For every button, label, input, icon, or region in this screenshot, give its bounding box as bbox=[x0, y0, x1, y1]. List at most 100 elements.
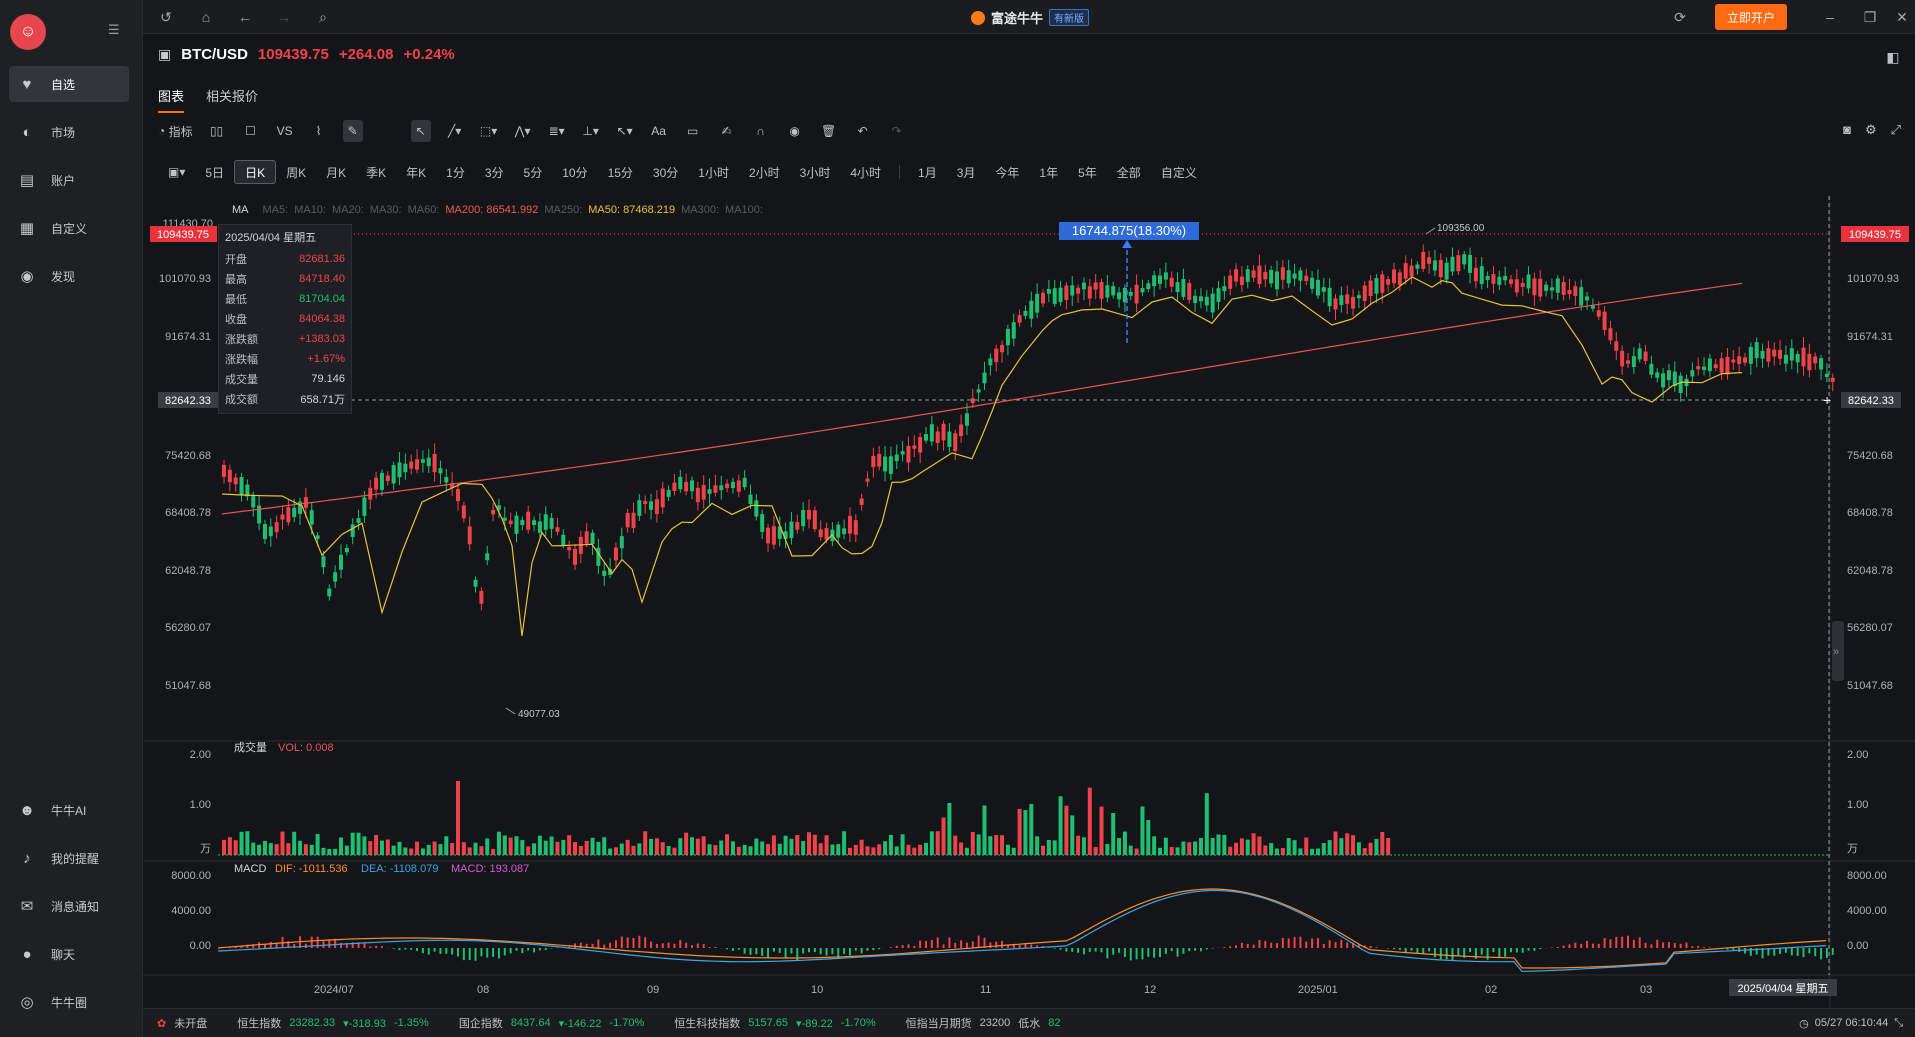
shape-tool-icon[interactable]: ⬚▾ bbox=[479, 124, 498, 138]
macd-bar bbox=[568, 946, 571, 948]
arrow-tool-icon[interactable]: ↖▾ bbox=[616, 124, 633, 138]
tab-chart[interactable]: 图表 bbox=[158, 86, 185, 113]
candle bbox=[321, 556, 326, 568]
macd-bar bbox=[1082, 948, 1085, 955]
candle bbox=[1339, 295, 1344, 305]
sidebar-item-chat[interactable]: ● 聊天 bbox=[9, 936, 129, 972]
period-5m[interactable]: 5分 bbox=[523, 165, 543, 180]
indicator-button[interactable]: ◔ 指标 bbox=[158, 124, 193, 139]
text-tool[interactable]: Aa bbox=[651, 124, 666, 138]
panel-toggle-icon[interactable]: ◧ bbox=[1886, 48, 1900, 65]
collapse-sidebar-icon[interactable]: ☰ bbox=[108, 22, 120, 37]
macd-tick: 8000.00 bbox=[171, 870, 211, 882]
back-icon[interactable]: ← bbox=[238, 9, 252, 25]
macd-bar bbox=[1586, 940, 1589, 948]
period-4h[interactable]: 4小时 bbox=[850, 165, 882, 180]
fullscreen-icon[interactable]: ⤢ bbox=[1890, 122, 1901, 137]
period-15m[interactable]: 15分 bbox=[607, 165, 633, 180]
sidebar-item-community[interactable]: ◎ 牛牛圈 bbox=[9, 984, 129, 1020]
pen-icon[interactable]: ✎ bbox=[342, 120, 363, 142]
sidebar-item-reminders[interactable]: ♪ 我的提醒 bbox=[9, 840, 129, 876]
range-1mo[interactable]: 1月 bbox=[918, 165, 937, 180]
macd-bar bbox=[468, 948, 471, 960]
period-10m[interactable]: 10分 bbox=[562, 165, 588, 180]
range-ytd[interactable]: 今年 bbox=[995, 165, 1020, 180]
maximize-icon[interactable]: ❐ bbox=[1863, 8, 1877, 25]
chart-type-icon[interactable]: ⌇ bbox=[315, 124, 322, 138]
sidebar-item-ai[interactable]: ☻ 牛牛AI bbox=[9, 792, 129, 828]
period-daily[interactable]: 日K bbox=[234, 160, 277, 184]
home-icon[interactable]: ⌂ bbox=[201, 9, 211, 25]
symbol-icon[interactable]: ▣ bbox=[158, 46, 172, 62]
range-3mo[interactable]: 3月 bbox=[956, 165, 976, 180]
line-tool-icon[interactable]: ╱▾ bbox=[447, 124, 462, 138]
period-5d[interactable]: 5日 bbox=[205, 165, 225, 180]
pattern-tool-icon[interactable]: ⋀▾ bbox=[514, 124, 531, 138]
settings-icon[interactable]: ⚙ bbox=[1864, 122, 1877, 137]
index-name[interactable]: 恒生指数 bbox=[237, 1018, 282, 1030]
volume-bar bbox=[514, 836, 519, 855]
sidebar-item-notifications[interactable]: ✉ 消息通知 bbox=[9, 888, 129, 924]
period-quarterly[interactable]: 季K bbox=[366, 165, 387, 180]
minimize-icon[interactable]: – bbox=[1826, 9, 1834, 25]
side-panel-handle[interactable] bbox=[1832, 621, 1844, 681]
macd-bar bbox=[1270, 942, 1273, 948]
candle-style-icon[interactable]: ▯▯ bbox=[210, 124, 224, 138]
period-yearly[interactable]: 年K bbox=[406, 165, 427, 180]
ma-legend[interactable]: MA MA5: MA10: MA20: MA30: MA60: MA200: 86541.9… bbox=[232, 204, 763, 216]
camera-icon[interactable]: ◙ bbox=[1843, 122, 1851, 137]
sidebar-item-discover[interactable]: ◉ 发现 bbox=[9, 258, 129, 294]
range-5y[interactable]: 5年 bbox=[1078, 165, 1097, 180]
search-icon[interactable]: ⌕ bbox=[319, 8, 327, 25]
macd-bar bbox=[1112, 948, 1115, 955]
candle bbox=[1690, 370, 1695, 377]
eye-icon[interactable]: ◉ bbox=[789, 124, 800, 138]
candles bbox=[222, 244, 1835, 611]
history-icon[interactable]: ↺ bbox=[160, 8, 172, 25]
redo-icon[interactable]: ↷ bbox=[891, 124, 902, 138]
range-all[interactable]: 全部 bbox=[1116, 165, 1141, 180]
square-icon[interactable]: ☐ bbox=[245, 124, 256, 138]
fib-tool-icon[interactable]: ≣▾ bbox=[548, 124, 565, 138]
tab-related-quotes[interactable]: 相关报价 bbox=[206, 89, 259, 104]
volume-bar bbox=[1245, 839, 1250, 855]
period-1h[interactable]: 1小时 bbox=[698, 165, 729, 180]
sidebar-item-account[interactable]: ▤ 账户 bbox=[9, 162, 129, 198]
period-3h[interactable]: 3小时 bbox=[799, 165, 831, 180]
compare-button[interactable]: VS bbox=[276, 124, 293, 138]
period-menu-icon[interactable]: ▣▾ bbox=[168, 165, 186, 179]
open-account-button[interactable]: 立即开户 bbox=[1715, 4, 1787, 30]
expand-icon[interactable]: ⤡ bbox=[1894, 1016, 1903, 1029]
macd-bar bbox=[1820, 948, 1823, 960]
candle bbox=[865, 478, 870, 482]
forward-icon[interactable]: → bbox=[277, 9, 291, 25]
period-30m[interactable]: 30分 bbox=[652, 165, 679, 180]
trash-icon[interactable]: 🗑 bbox=[820, 124, 837, 138]
comment-icon[interactable]: ▭ bbox=[686, 124, 699, 138]
brush-icon[interactable]: ✍ bbox=[721, 124, 732, 138]
period-3m[interactable]: 3分 bbox=[484, 165, 504, 180]
index-name[interactable]: 恒生科技指数 bbox=[674, 1018, 741, 1030]
period-weekly[interactable]: 周K bbox=[286, 165, 307, 180]
period-1m[interactable]: 1分 bbox=[446, 165, 465, 180]
update-badge[interactable]: 有新版 bbox=[1049, 9, 1090, 26]
range-custom[interactable]: 自定义 bbox=[1160, 165, 1197, 180]
avatar[interactable]: ☺ bbox=[10, 14, 46, 50]
magnet-icon[interactable]: ∩ bbox=[756, 124, 765, 138]
sidebar-item-custom[interactable]: ▦ 自定义 bbox=[9, 210, 129, 246]
period-monthly[interactable]: 月K bbox=[326, 165, 347, 180]
undo-icon[interactable]: ↶ bbox=[857, 124, 868, 138]
price-chart[interactable]: 111430.70 101070.93 91674.31 75420.68 68… bbox=[143, 196, 1915, 1008]
refresh-icon[interactable]: ⟳ bbox=[1674, 8, 1686, 25]
cursor-icon[interactable]: ↖ bbox=[410, 120, 431, 142]
index-name[interactable]: 国企指数 bbox=[458, 1018, 503, 1030]
period-2h[interactable]: 2小时 bbox=[748, 165, 780, 180]
sidebar-item-watchlist[interactable]: ♥ 自选 bbox=[9, 66, 129, 102]
range-1y[interactable]: 1年 bbox=[1039, 165, 1059, 180]
futures-name[interactable]: 恒指当月期货 bbox=[905, 1018, 972, 1030]
sidebar-item-market[interactable]: ◐ 市场 bbox=[9, 114, 129, 150]
volume-bar bbox=[953, 835, 958, 855]
close-icon[interactable]: ✕ bbox=[1896, 8, 1908, 25]
measure-tool-icon[interactable]: ⊥▾ bbox=[582, 124, 599, 138]
macd-bar bbox=[410, 948, 413, 950]
